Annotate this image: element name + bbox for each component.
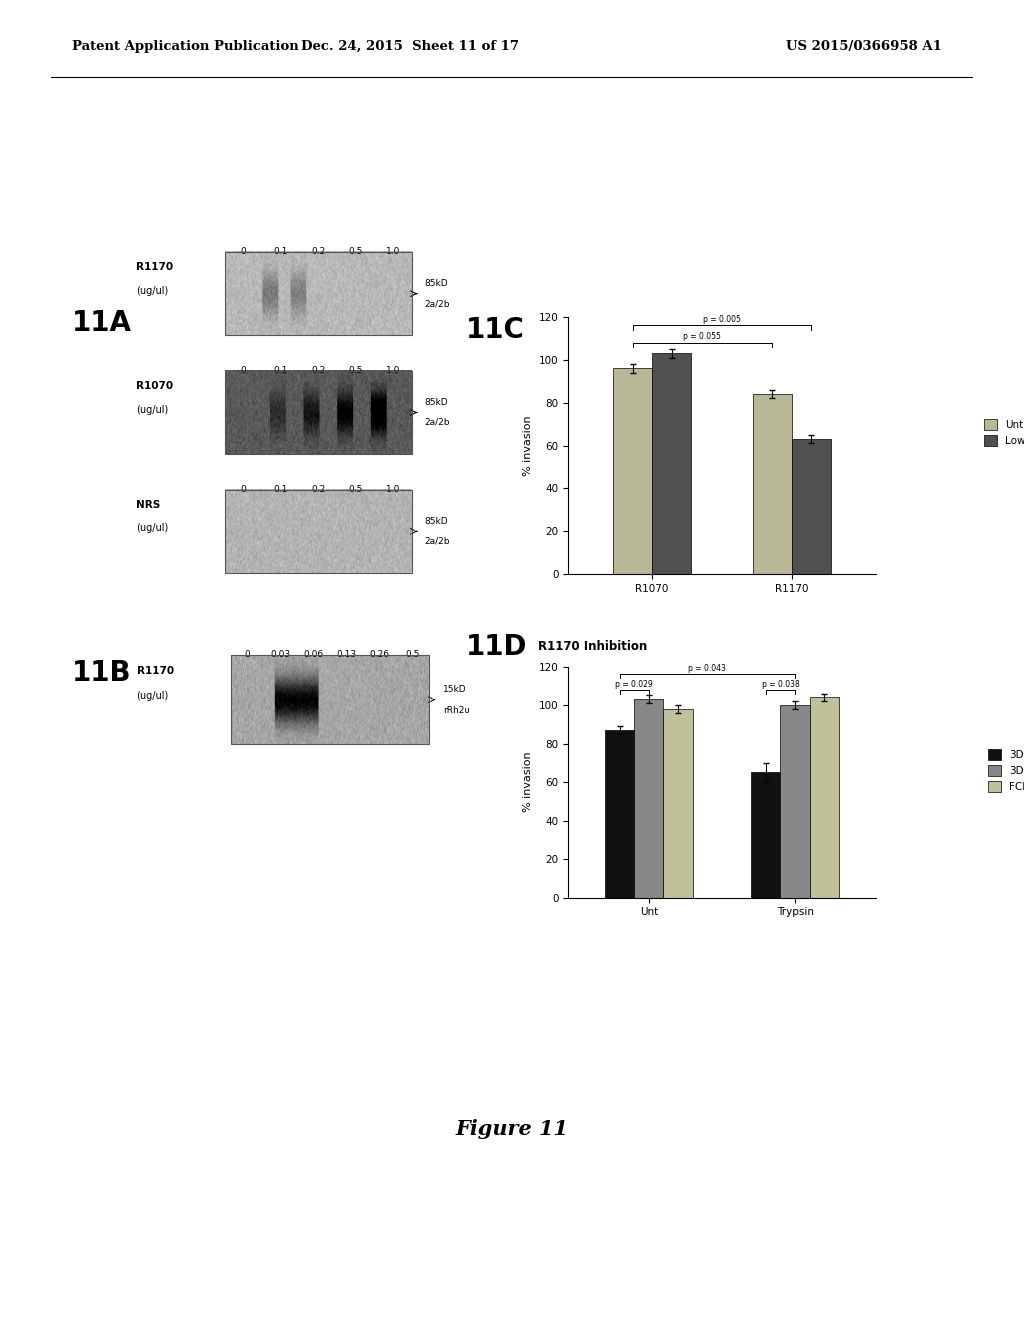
Text: 11C: 11C [466, 315, 524, 345]
Text: NRS: NRS [136, 500, 161, 510]
Bar [225, 371, 412, 454]
Text: 11B: 11B [72, 659, 131, 688]
Text: p = 0.043: p = 0.043 [688, 664, 726, 673]
Text: 0: 0 [241, 484, 247, 494]
Text: 0.5: 0.5 [348, 247, 362, 256]
Text: 0: 0 [241, 247, 247, 256]
Text: p = 0.055: p = 0.055 [683, 333, 721, 342]
Text: rRh2ᴜ: rRh2ᴜ [443, 706, 470, 714]
Text: 0.26: 0.26 [370, 649, 389, 659]
Text: 0.06: 0.06 [303, 649, 324, 659]
Text: 85kD: 85kD [425, 280, 449, 288]
Bar [792, 440, 830, 574]
Text: R1070: R1070 [136, 381, 173, 391]
Text: 0.5: 0.5 [348, 366, 362, 375]
Bar [225, 252, 412, 335]
Bar [752, 772, 780, 898]
Text: (ug/ul): (ug/ul) [136, 692, 169, 701]
Text: 0.5: 0.5 [406, 649, 420, 659]
Text: 0.2: 0.2 [311, 366, 326, 375]
Legend: 3D7Δ2a, 3D7Δ2b, FCR3: 3D7Δ2a, 3D7Δ2b, FCR3 [984, 744, 1024, 796]
Text: 2a/2b: 2a/2b [425, 537, 451, 545]
Bar [225, 490, 412, 573]
Text: R1170 Inhibition: R1170 Inhibition [538, 640, 647, 653]
Bar [810, 697, 839, 898]
Text: 1.0: 1.0 [386, 484, 400, 494]
Text: (ug/ul): (ug/ul) [136, 404, 169, 414]
Y-axis label: % invasion: % invasion [523, 416, 534, 475]
Legend: Unt, Low T: Unt, Low T [980, 414, 1024, 450]
Text: 1.0: 1.0 [386, 247, 400, 256]
Text: US 2015/0366958 A1: US 2015/0366958 A1 [786, 40, 942, 53]
Bar [780, 705, 810, 898]
Text: p = 0.038: p = 0.038 [762, 680, 800, 689]
Text: 11D: 11D [466, 632, 527, 661]
Bar [664, 709, 692, 898]
Bar [613, 368, 652, 574]
Text: Patent Application Publication: Patent Application Publication [72, 40, 298, 53]
Text: 2a/2b: 2a/2b [425, 418, 451, 426]
Bar [634, 700, 664, 898]
Bar [652, 354, 691, 574]
Text: 0.5: 0.5 [348, 484, 362, 494]
Text: 0.13: 0.13 [336, 649, 356, 659]
Bar [753, 393, 792, 574]
Text: 0: 0 [241, 366, 247, 375]
Text: 2a/2b: 2a/2b [425, 300, 451, 308]
Text: R1170: R1170 [136, 261, 173, 272]
Bar [230, 655, 429, 744]
Text: Figure 11: Figure 11 [456, 1118, 568, 1139]
Text: (ug/ul): (ug/ul) [136, 286, 169, 296]
Text: 85kD: 85kD [425, 399, 449, 407]
Text: R1170: R1170 [136, 665, 174, 676]
Text: 1.0: 1.0 [386, 366, 400, 375]
Text: 15kD: 15kD [443, 685, 467, 693]
Text: (ug/ul): (ug/ul) [136, 523, 169, 533]
Text: Dec. 24, 2015  Sheet 11 of 17: Dec. 24, 2015 Sheet 11 of 17 [301, 40, 518, 53]
Text: 85kD: 85kD [425, 517, 449, 525]
Bar [605, 730, 634, 898]
Text: 0.03: 0.03 [270, 649, 290, 659]
Text: 11A: 11A [72, 309, 132, 338]
Text: 0: 0 [245, 649, 250, 659]
Text: p = 0.029: p = 0.029 [615, 680, 653, 689]
Text: 0.2: 0.2 [311, 247, 326, 256]
Text: 0.1: 0.1 [273, 484, 288, 494]
Y-axis label: % invasion: % invasion [523, 752, 534, 812]
Text: 0.1: 0.1 [273, 247, 288, 256]
Text: 0.2: 0.2 [311, 484, 326, 494]
Text: 0.1: 0.1 [273, 366, 288, 375]
Text: p = 0.005: p = 0.005 [703, 315, 740, 325]
